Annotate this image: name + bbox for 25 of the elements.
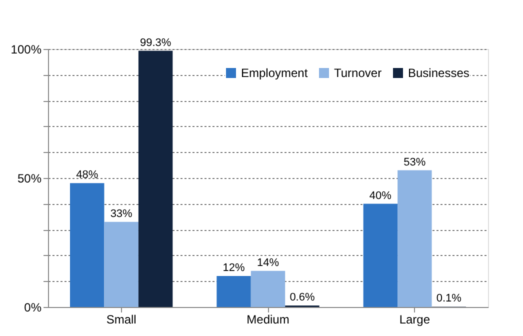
x-tick-label: Large — [399, 312, 430, 326]
y-tick-label: 100% — [10, 42, 42, 56]
bar — [398, 170, 432, 307]
data-label: 0.1% — [436, 292, 462, 305]
data-label: 53% — [404, 156, 426, 168]
bar — [250, 270, 286, 307]
data-label: 33% — [110, 208, 133, 220]
bar — [138, 50, 173, 307]
bar — [363, 204, 398, 307]
x-tick-label: Small — [106, 312, 136, 326]
legend-label: Turnover — [334, 66, 382, 80]
legend-label: Businesses — [408, 66, 470, 80]
data-label: 12% — [222, 262, 245, 274]
bar — [104, 222, 138, 307]
bar — [70, 183, 104, 307]
y-tick-label: 0% — [24, 300, 42, 314]
data-label: 99.3% — [140, 36, 172, 49]
data-label: 14% — [256, 256, 280, 269]
data-label: 40% — [369, 190, 392, 202]
data-label: 0.6% — [290, 291, 315, 304]
x-tick-label: Medium — [246, 312, 290, 326]
y-tick-label: 50% — [17, 172, 42, 186]
data-label: 48% — [76, 169, 98, 182]
bar — [216, 276, 251, 307]
legend-label: Employment — [241, 66, 308, 80]
